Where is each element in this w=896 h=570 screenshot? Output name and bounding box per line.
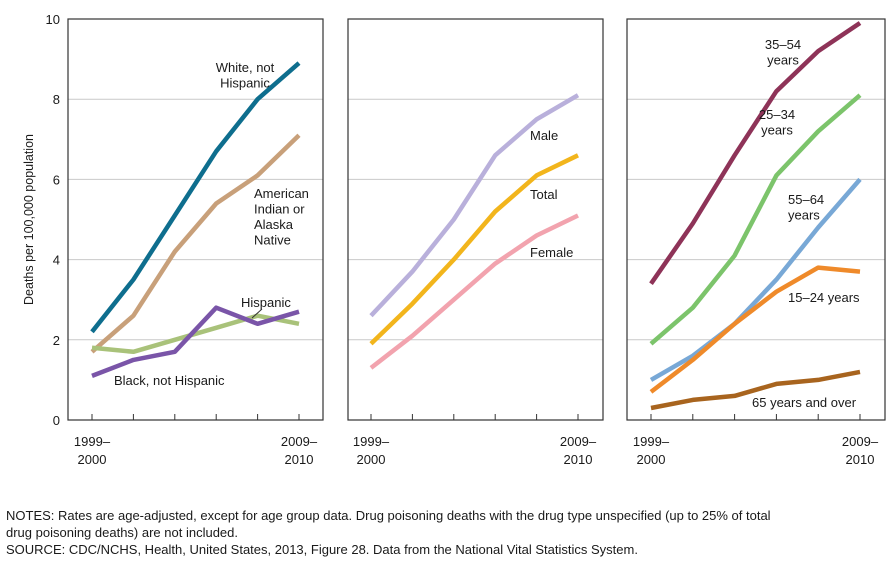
y-tick-label: 8	[53, 92, 60, 107]
hispanic-leader-line	[251, 308, 263, 319]
panel-right: 1999– 2000 2009– 2010 35–54 years 25–34 years 55…	[626, 18, 886, 467]
y-axis-label: Deaths per 100,000 population	[22, 134, 36, 305]
series-label-25-34-years: 25–34 years	[759, 107, 795, 138]
series-label-american-indian-or-alaska-native: American Indian or Alaska Native	[254, 186, 309, 248]
series-label-35-54-years: 35–54 years	[765, 37, 801, 68]
series-line-hispanic	[91, 313, 300, 355]
notes-line-2: drug poisoning deaths) are not included.	[6, 525, 238, 540]
series-label-15-24-years: 15–24 years	[788, 290, 860, 305]
y-tick-label: 6	[53, 172, 60, 187]
series-line-65-years-and-over	[650, 369, 861, 411]
x-tick-label: 1999– 2000	[633, 434, 670, 467]
x-tick-label: 2009– 2010	[560, 434, 597, 467]
series-label-male: Male	[530, 128, 558, 143]
x-tick-label: 2009– 2010	[281, 434, 318, 467]
series-label-white-not-hispanic: White, not Hispanic	[216, 60, 275, 91]
y-tick-label: 2	[53, 333, 60, 348]
series-line-total	[369, 153, 579, 346]
figure-chart-panels: 1999– 2000 2009– 2010 0 2 4 6 8 10 Deaths per 100,…	[22, 12, 886, 467]
series-label-55-64-years: 55–64 years	[788, 192, 824, 223]
series-label-total: Total	[530, 187, 558, 202]
series-label-65-years-and-over: 65 years and over	[752, 395, 857, 410]
series-line-female	[369, 213, 579, 370]
panel-frame	[626, 18, 886, 421]
series-line-35-54-years	[649, 21, 862, 285]
series-line-15-24-years	[649, 265, 861, 394]
y-tick-label: 10	[46, 12, 60, 27]
series-line-male	[369, 93, 580, 318]
x-tick-label: 1999– 2000	[74, 434, 111, 467]
series-line-black-not-hispanic	[91, 305, 300, 378]
notes-line-1: NOTES: Rates are age-adjusted, except fo…	[6, 508, 771, 523]
notes-block: NOTES: Rates are age-adjusted, except fo…	[6, 507, 892, 558]
series-line-white-not-hispanic	[90, 61, 301, 334]
source-line: SOURCE: CDC/NCHS, Health, United States,…	[6, 542, 638, 557]
x-tick-label: 2009– 2010	[842, 434, 879, 467]
y-tick-label: 4	[53, 253, 60, 268]
series-line-55-64-years	[649, 177, 862, 382]
panel-left: 1999– 2000 2009– 2010 0 2 4 6 8 10 Deaths per 100,…	[22, 12, 324, 467]
x-tick-label: 1999– 2000	[353, 434, 390, 467]
series-label-hispanic: Hispanic	[241, 295, 291, 310]
series-label-black-not-hispanic: Black, not Hispanic	[114, 373, 225, 388]
panel-frame	[67, 18, 324, 421]
series-line-american-indian-or-alaska-native	[90, 133, 301, 354]
series-line-25-34-years	[649, 93, 862, 346]
panel-middle: 1999– 2000 2009– 2010 Male Total Female	[347, 18, 604, 467]
series-label-female: Female	[530, 245, 573, 260]
y-tick-label: 0	[53, 413, 60, 428]
panel-frame	[347, 18, 604, 421]
